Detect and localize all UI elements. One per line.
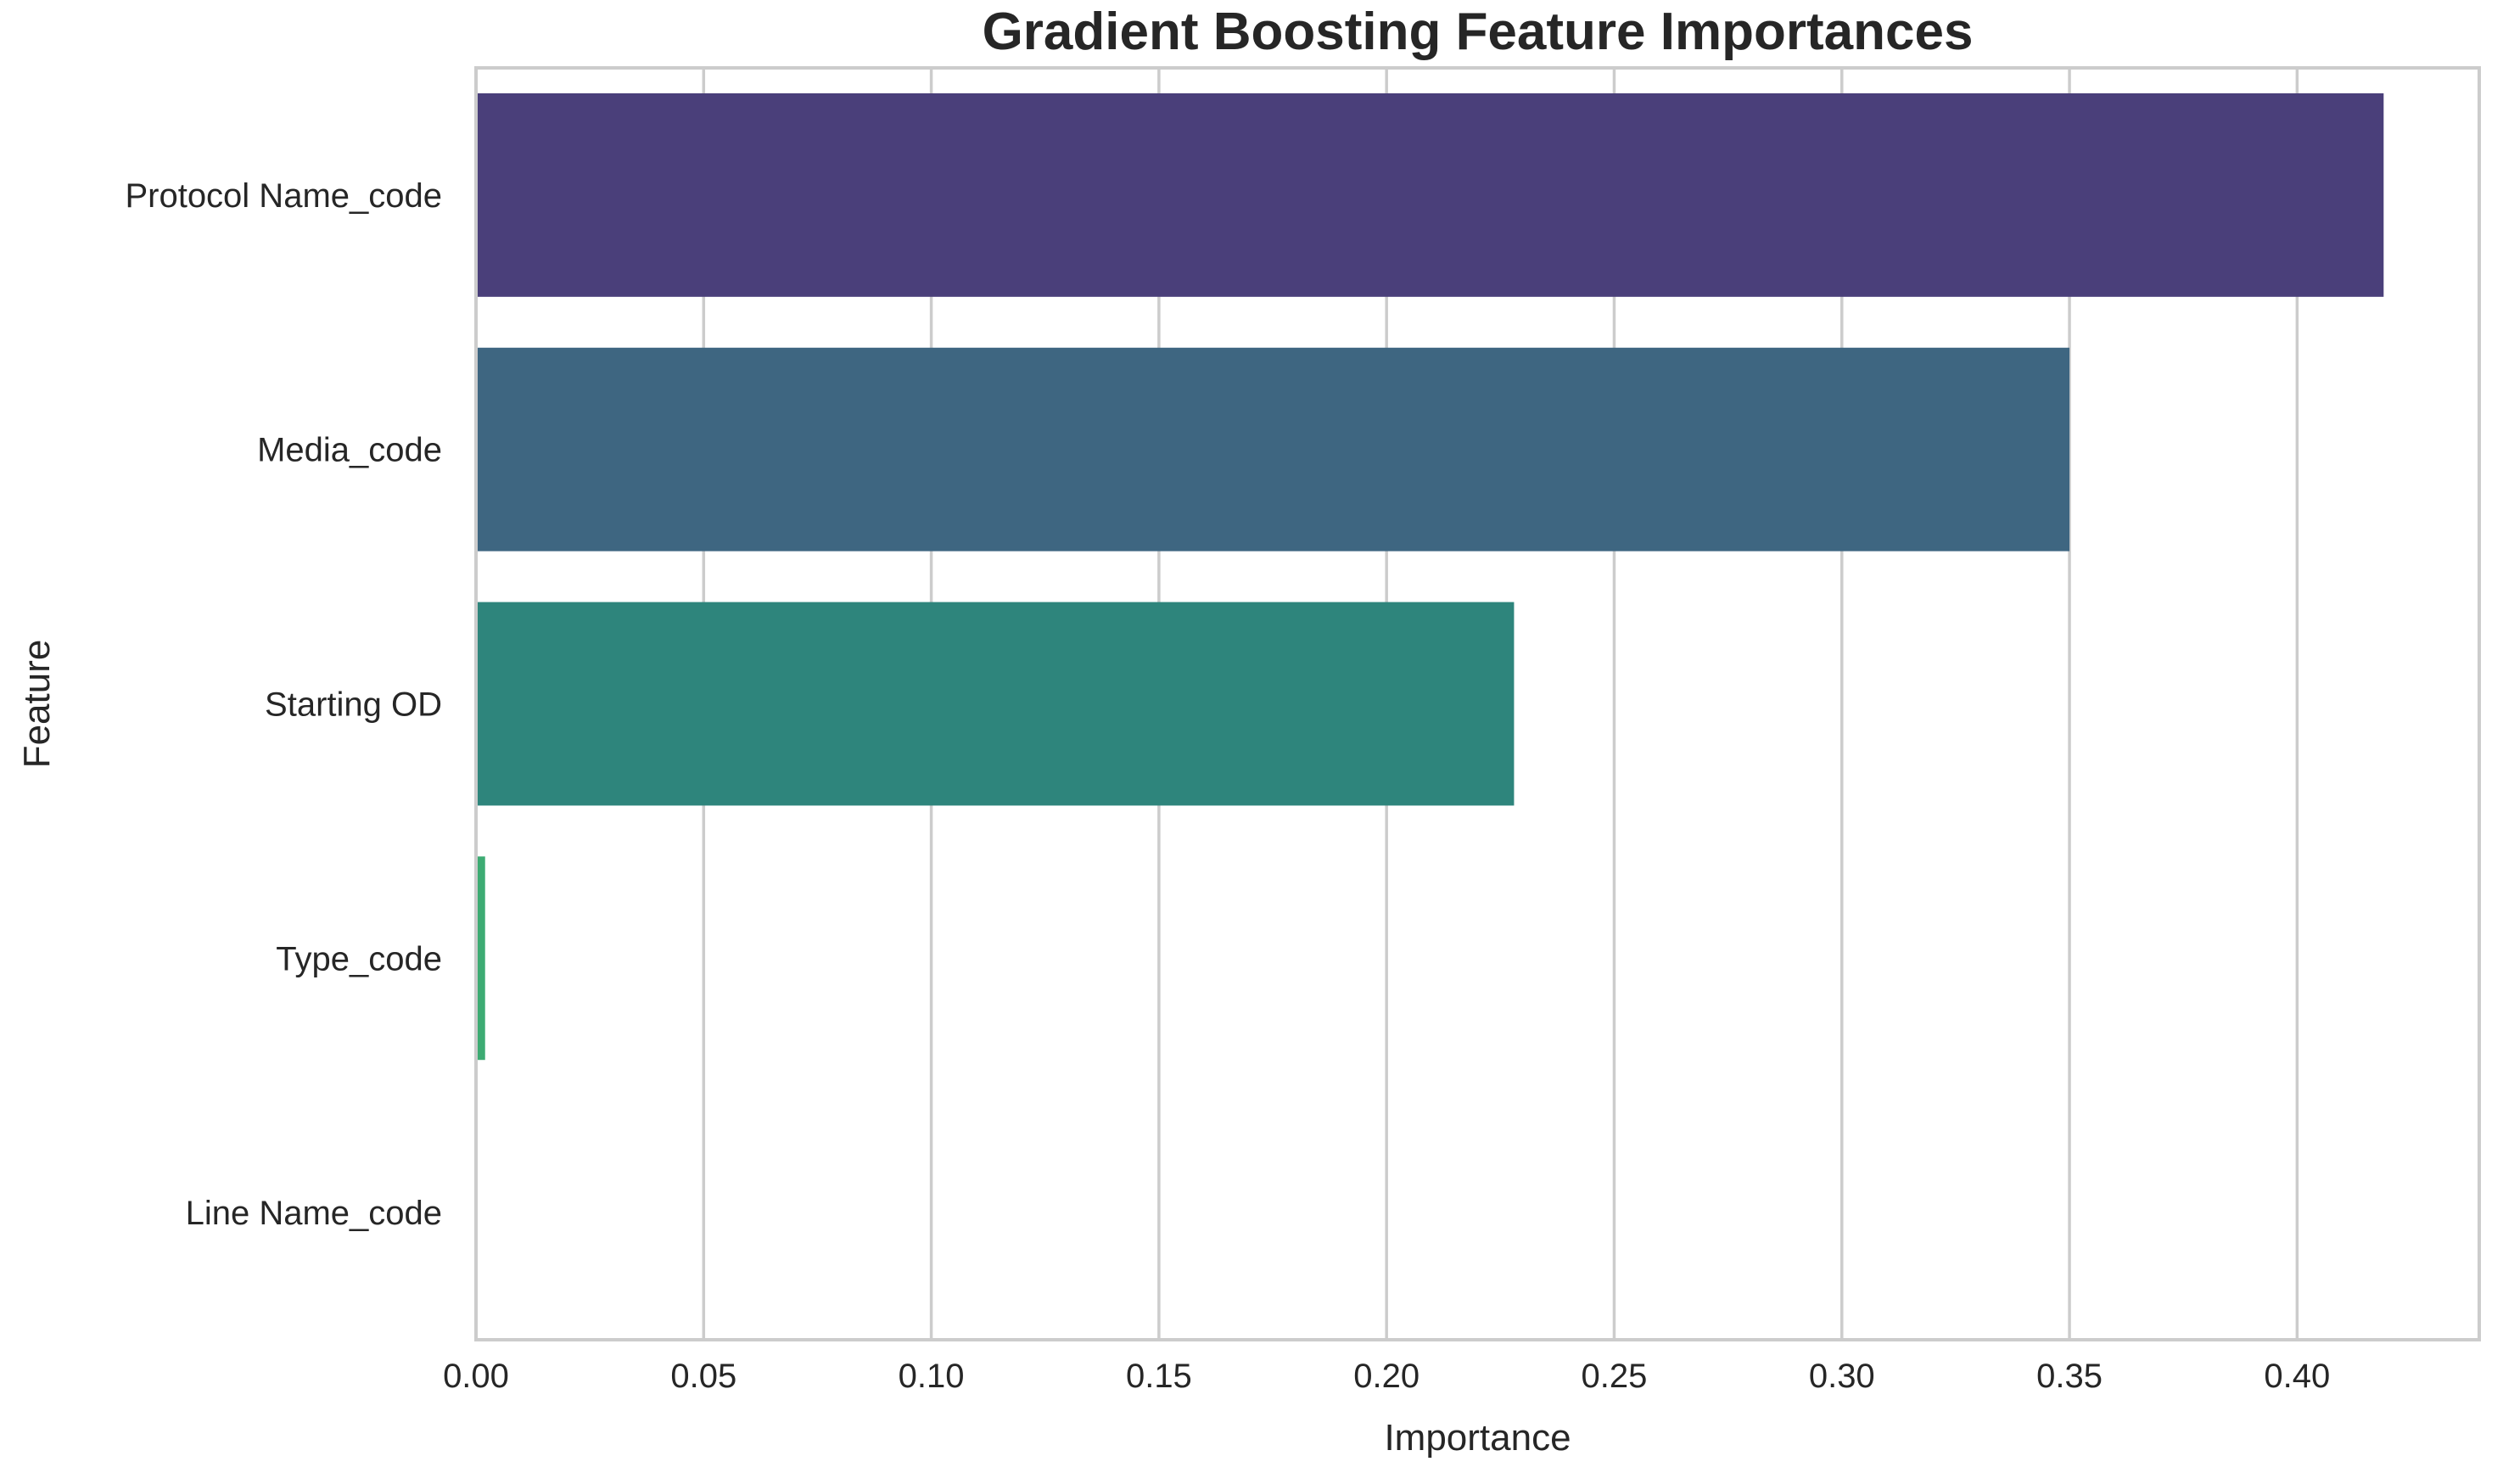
y-ticks: Protocol Name_code Media_code Starting OD T… [125,177,442,1232]
bar-protocol-name-code [476,92,2384,297]
x-tick-label: 0.30 [1809,1358,1875,1395]
bars [476,92,2384,1061]
plot-frame [474,66,2481,1341]
x-tick-label: 0.35 [2036,1358,2103,1395]
x-ticks: 0.00 0.05 0.10 0.15 0.20 0.25 0.30 0.35 0.40 [443,1358,2330,1395]
x-tick-label: 0.20 [1353,1358,1419,1395]
bar-type-code [476,856,485,1061]
x-tick-label: 0.40 [2264,1358,2330,1395]
x-tick-label: 0.10 [899,1358,965,1395]
x-tick-label: 0.15 [1126,1358,1192,1395]
y-axis-label: Feature [16,640,58,769]
bar-media-code [476,347,2070,552]
y-tick-label: Line Name_code [186,1195,442,1232]
x-axis-label: Importance [1384,1417,1571,1459]
x-tick-label: 0.05 [670,1358,736,1395]
y-tick-label: Protocol Name_code [125,177,442,215]
x-tick-label: 0.00 [443,1358,509,1395]
y-tick-label: Media_code [257,432,442,469]
y-tick-label: Type_code [276,940,442,977]
bar-starting-od [476,602,1515,806]
chart-title: Gradient Boosting Feature Importances [983,3,1974,61]
y-tick-label: Starting OD [265,686,442,724]
x-tick-label: 0.25 [1582,1358,1648,1395]
